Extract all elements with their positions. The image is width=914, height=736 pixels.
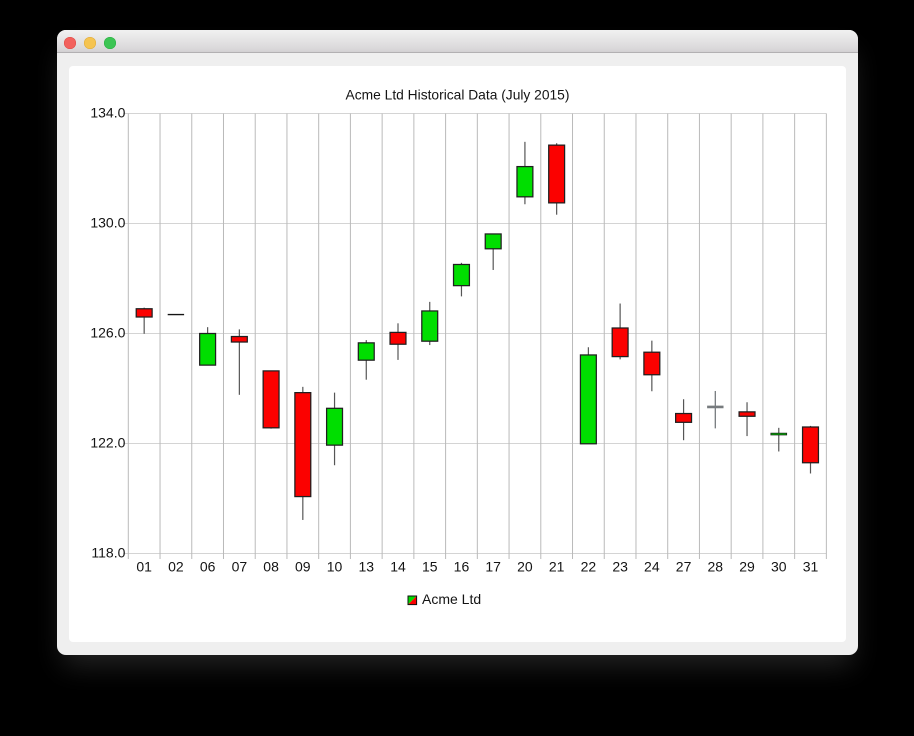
svg-text:31: 31 — [803, 559, 819, 575]
svg-text:09: 09 — [295, 559, 311, 575]
svg-text:17: 17 — [485, 559, 501, 575]
svg-text:14: 14 — [390, 559, 406, 575]
svg-text:130.0: 130.0 — [90, 215, 125, 231]
svg-text:13: 13 — [358, 559, 374, 575]
svg-text:27: 27 — [676, 559, 692, 575]
svg-text:30: 30 — [771, 559, 787, 575]
svg-text:29: 29 — [739, 559, 755, 575]
svg-text:20: 20 — [517, 559, 533, 575]
svg-text:134.0: 134.0 — [90, 105, 125, 121]
svg-text:02: 02 — [168, 559, 184, 575]
svg-text:Acme Ltd Historical Data (July: Acme Ltd Historical Data (July 2015) — [346, 88, 570, 103]
svg-text:01: 01 — [136, 559, 152, 575]
svg-text:15: 15 — [422, 559, 438, 575]
svg-text:08: 08 — [263, 559, 279, 575]
svg-text:24: 24 — [644, 559, 660, 575]
svg-text:16: 16 — [454, 559, 470, 575]
svg-text:28: 28 — [708, 559, 724, 575]
svg-text:122.0: 122.0 — [90, 435, 125, 451]
svg-text:07: 07 — [232, 559, 248, 575]
svg-text:23: 23 — [612, 559, 628, 575]
svg-text:06: 06 — [200, 559, 216, 575]
svg-text:118.0: 118.0 — [91, 545, 125, 561]
svg-text:22: 22 — [581, 559, 597, 575]
svg-text:21: 21 — [549, 559, 565, 575]
svg-text:Acme Ltd: Acme Ltd — [422, 591, 481, 607]
svg-text:126.0: 126.0 — [90, 325, 125, 341]
svg-text:10: 10 — [327, 559, 343, 575]
